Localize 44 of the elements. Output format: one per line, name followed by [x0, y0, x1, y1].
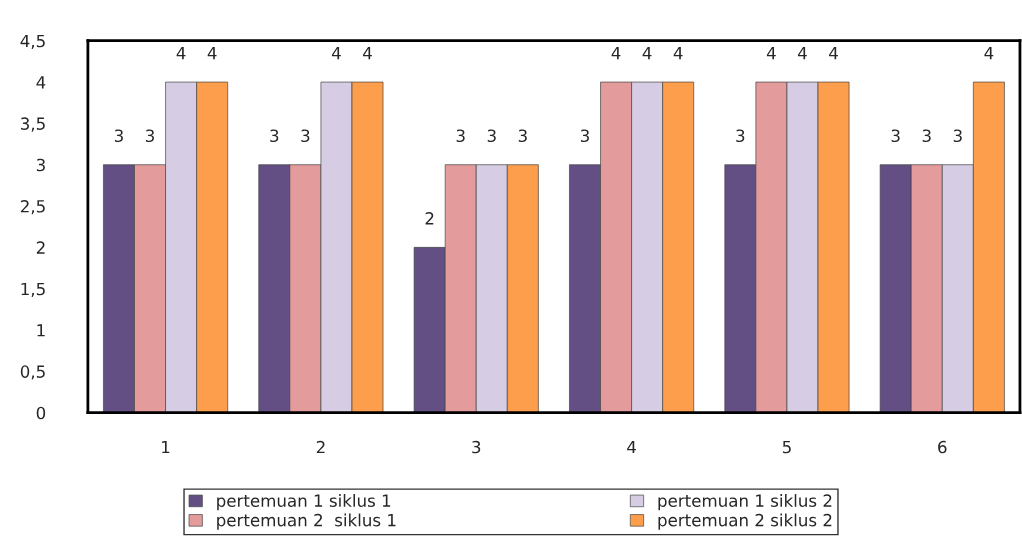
y-tick-label: 0,5 — [20, 365, 45, 380]
data-label: 4 — [642, 46, 652, 60]
data-label: 3 — [891, 129, 900, 143]
legend-label: pertemuan 2 siklus 2 — [658, 513, 832, 530]
data-label: 4 — [766, 46, 776, 60]
y-tick-label: 3 — [36, 158, 45, 172]
y-tick-label: 3,5 — [20, 117, 45, 132]
y-tick-label: 2,5 — [20, 200, 45, 215]
data-label: 4 — [363, 46, 372, 60]
data-label: 3 — [270, 129, 279, 143]
data-label: 3 — [922, 129, 931, 143]
data-label: 4 — [207, 46, 217, 60]
y-tick-label: 1,5 — [21, 282, 45, 297]
data-label: 4 — [797, 46, 807, 60]
data-label: 3 — [114, 129, 123, 143]
x-tick-label: 4 — [627, 440, 636, 454]
data-label: 4 — [829, 46, 838, 60]
data-label: 4 — [984, 46, 994, 60]
x-tick-label: 5 — [782, 440, 791, 454]
data-label: 3 — [518, 129, 527, 143]
x-tick-label: 1 — [162, 440, 170, 454]
legend-label: pertemuan 1 siklus 2 — [658, 494, 832, 511]
data-label: 3 — [953, 129, 962, 143]
data-label: 3 — [580, 129, 589, 143]
legend-label: pertemuan 1 siklus 1 — [217, 494, 391, 511]
data-label: 3 — [146, 129, 154, 143]
y-tick-label: 0 — [36, 406, 46, 420]
data-label: 3 — [456, 129, 465, 143]
data-label: 3 — [736, 129, 745, 143]
legend-label: pertemuan 2 siklus 1 — [217, 513, 396, 530]
x-tick-label: 6 — [938, 440, 947, 454]
data-label: 4 — [176, 46, 186, 60]
data-label: 3 — [487, 129, 496, 143]
data-label: 4 — [673, 46, 683, 60]
y-tick-label: 4,5 — [20, 34, 45, 49]
y-tick-label: 2 — [36, 241, 45, 254]
data-label: 2 — [425, 212, 434, 225]
y-tick-label: 1 — [37, 324, 45, 337]
data-label: 3 — [301, 129, 310, 143]
data-label: 4 — [611, 46, 621, 60]
x-tick-label: 2 — [316, 440, 325, 454]
y-tick-label: 4 — [36, 76, 46, 89]
data-label: 4 — [331, 46, 341, 60]
x-tick-label: 3 — [472, 440, 481, 454]
